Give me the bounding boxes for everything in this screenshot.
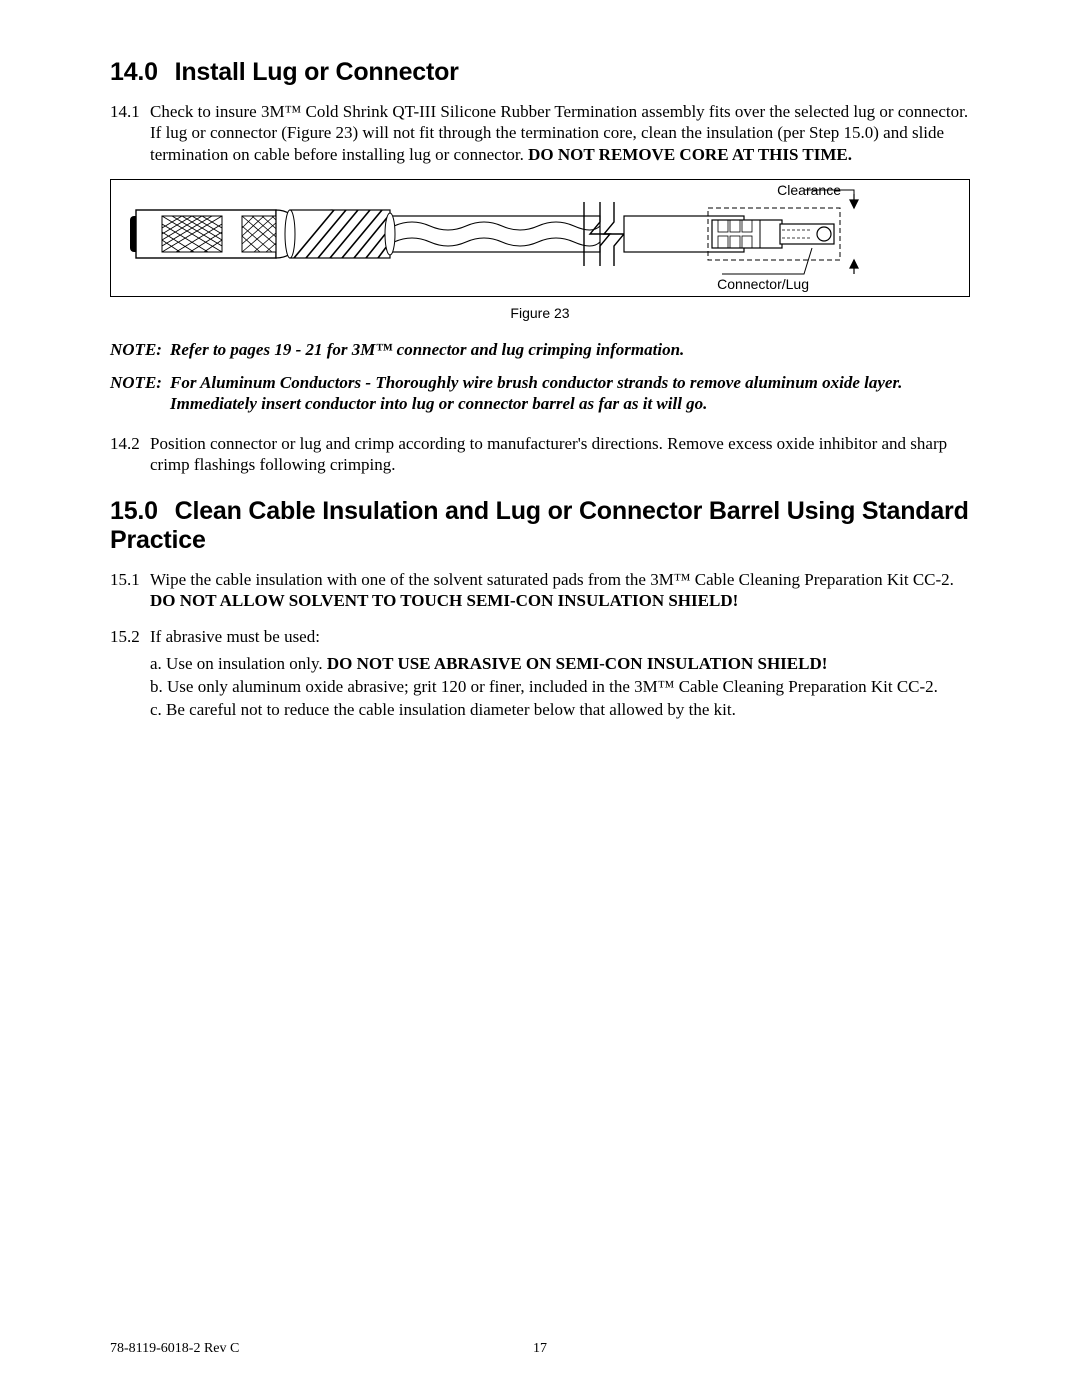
section-14-title: Install Lug or Connector [175, 58, 459, 86]
figure-23: Clearance Connector/Lug [110, 179, 970, 297]
section-15-number: 15.0 [110, 497, 158, 526]
para-14-1-bold: DO NOT REMOVE CORE AT THIS TIME. [528, 145, 852, 164]
sub-a-bold: DO NOT USE ABRASIVE ON SEMI-CON INSULATI… [327, 654, 828, 673]
section-15-heading: 15.0 Clean Cable Insulation and Lug or C… [110, 497, 970, 555]
note-1-body: Refer to pages 19 - 21 for 3M™ connector… [170, 339, 970, 360]
section-14-number: 14.0 [110, 58, 158, 87]
para-15-2-sublist: a. Use on insulation only. DO NOT USE AB… [150, 653, 970, 722]
figure-23-label-connector: Connector/Lug [717, 276, 809, 292]
page-footer: 78-8119-6018-2 Rev C 17 [110, 1341, 970, 1357]
para-15-2: 15.2 If abrasive must be used: [110, 626, 970, 647]
sub-a: a. Use on insulation only. DO NOT USE AB… [150, 653, 970, 676]
footer-page: 17 [533, 1341, 547, 1357]
para-14-2-body: Position connector or lug and crimp acco… [150, 433, 970, 476]
para-15-1-number: 15.1 [110, 569, 150, 612]
para-14-1-number: 14.1 [110, 101, 150, 165]
para-14-1-body: Check to insure 3M™ Cold Shrink QT-III S… [150, 101, 970, 165]
para-15-1-text: Wipe the cable insulation with one of th… [150, 570, 954, 589]
para-15-1: 15.1 Wipe the cable insulation with one … [110, 569, 970, 612]
figure-23-label-clearance: Clearance [777, 182, 841, 198]
note-2: NOTE: For Aluminum Conductors - Thorough… [110, 372, 970, 415]
note-2-label: NOTE: [110, 372, 170, 415]
para-15-1-bold: DO NOT ALLOW SOLVENT TO TOUCH SEMI-CON I… [150, 591, 738, 610]
sub-a-text: a. Use on insulation only. [150, 654, 327, 673]
sub-b: b. Use only aluminum oxide abrasive; gri… [150, 676, 970, 699]
para-14-2: 14.2 Position connector or lug and crimp… [110, 433, 970, 476]
footer-docnum: 78-8119-6018-2 Rev C [110, 1341, 239, 1357]
para-15-1-body: Wipe the cable insulation with one of th… [150, 569, 970, 612]
para-14-1: 14.1 Check to insure 3M™ Cold Shrink QT-… [110, 101, 970, 165]
para-14-2-number: 14.2 [110, 433, 150, 476]
sub-c: c. Be careful not to reduce the cable in… [150, 699, 970, 722]
note-1: NOTE: Refer to pages 19 - 21 for 3M™ con… [110, 339, 970, 360]
para-15-2-body: If abrasive must be used: [150, 626, 970, 647]
para-15-2-number: 15.2 [110, 626, 150, 647]
section-14-heading: 14.0 Install Lug or Connector [110, 58, 970, 87]
note-2-body: For Aluminum Conductors - Thoroughly wir… [170, 372, 970, 415]
figure-23-caption: Figure 23 [110, 305, 970, 321]
note-1-label: NOTE: [110, 339, 170, 360]
section-15-title: Clean Cable Insulation and Lug or Connec… [110, 497, 969, 554]
